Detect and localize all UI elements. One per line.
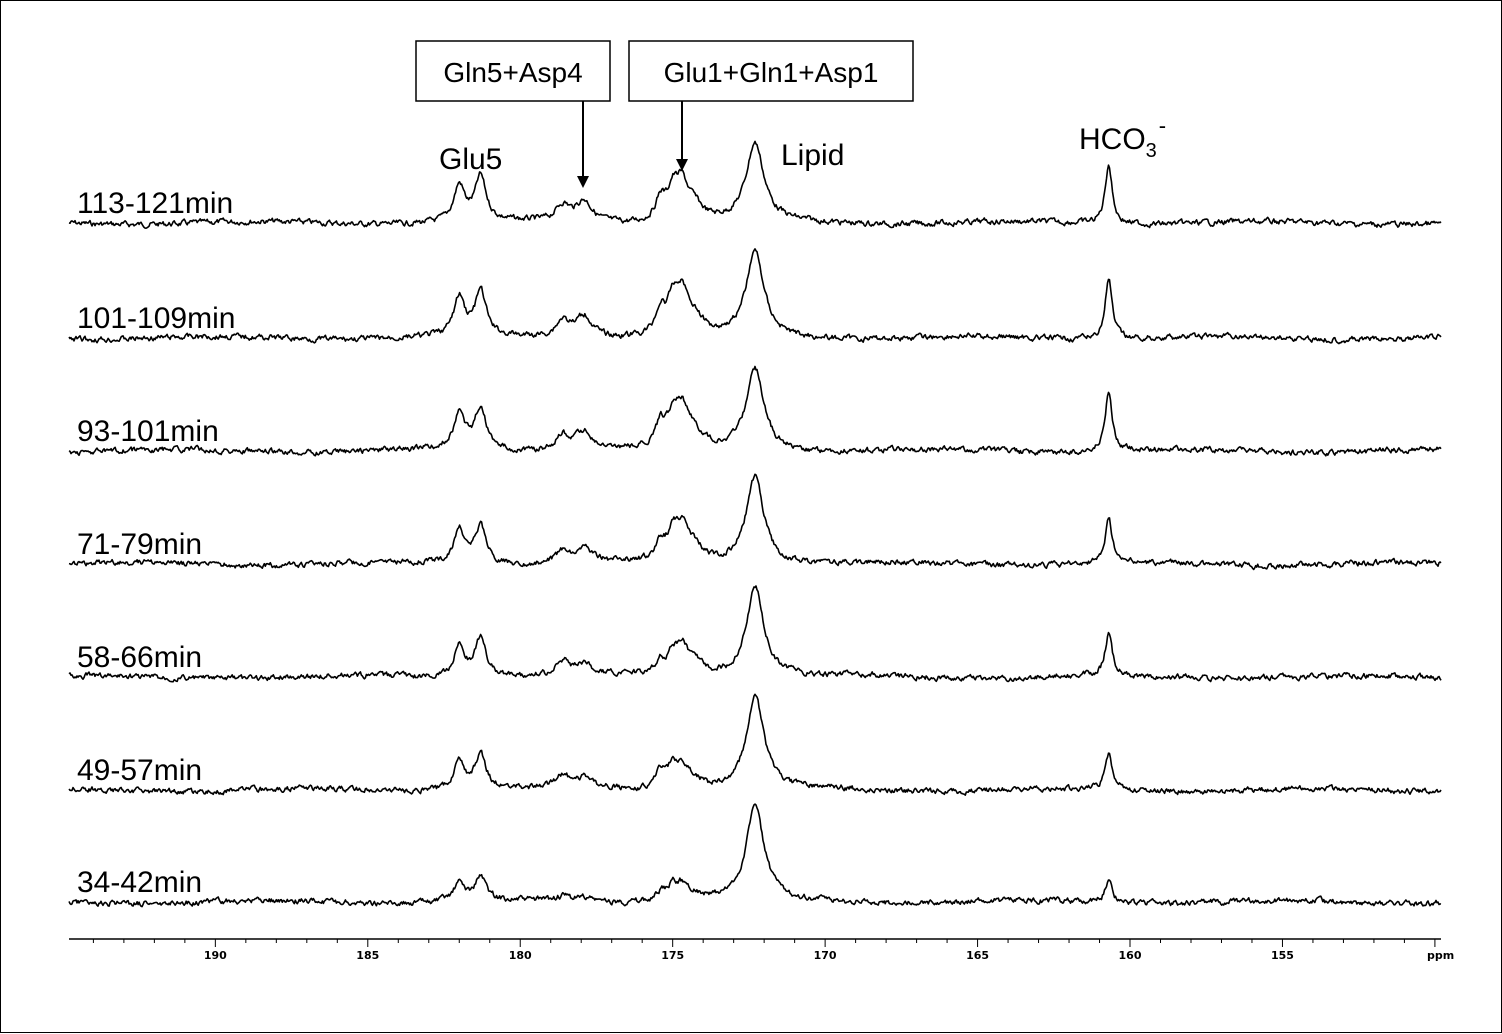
x-axis: 190 185 180 175 170 165 160 155 ppm [69, 938, 1454, 962]
gln5-asp4-box [415, 40, 611, 102]
trace-time-label: 71-79min [77, 528, 202, 561]
spectra-group [68, 140, 1442, 908]
trace-time-label: 49-57min [77, 754, 202, 787]
hco3-superscript: - [1159, 113, 1166, 138]
gln5-asp4-label: Gln5+Asp4 [443, 57, 582, 88]
arrow-gln5-asp4-head [577, 176, 589, 188]
trace-time-label: 58-66min [77, 641, 202, 674]
hco3-subscript: 3 [1146, 140, 1157, 162]
glu1-gln1-asp1-label: Glu1+Gln1+Asp1 [664, 57, 879, 88]
lipid-label: Lipid [781, 139, 844, 172]
spectrum-trace [68, 365, 1442, 457]
trace-time-label: 34-42min [77, 866, 202, 899]
glu1-gln1-asp1-box [628, 40, 914, 102]
x-tick-label: 175 [661, 949, 684, 962]
x-tick-label: 190 [204, 949, 227, 962]
trace-time-label: 113-121min [77, 187, 233, 220]
spectrum-trace [68, 473, 1442, 571]
x-tick-label: 170 [814, 949, 837, 962]
spectrum-trace [68, 248, 1442, 345]
trace-labels: 113-121min 101-109min 93-101min 71-79min 58-… [77, 187, 235, 899]
glu5-label: Glu5 [439, 143, 502, 176]
arrow-glu1-head [676, 159, 688, 171]
hco3-label: HCO3- [1079, 113, 1166, 162]
x-tick-label: 155 [1271, 949, 1294, 962]
spectrum-trace [68, 693, 1442, 796]
x-tick-label: 160 [1119, 949, 1142, 962]
spectrum-trace [68, 140, 1442, 229]
x-tick-label: 185 [356, 949, 379, 962]
trace-time-label: 93-101min [77, 415, 219, 448]
spectrum-trace [68, 803, 1442, 908]
x-axis-unit: ppm [1427, 949, 1454, 962]
x-tick-label: 180 [509, 949, 532, 962]
spectrum-trace [68, 585, 1442, 683]
trace-time-label: 101-109min [77, 302, 235, 335]
x-tick-label: 165 [966, 949, 989, 962]
hco3-main: HCO [1079, 123, 1146, 156]
